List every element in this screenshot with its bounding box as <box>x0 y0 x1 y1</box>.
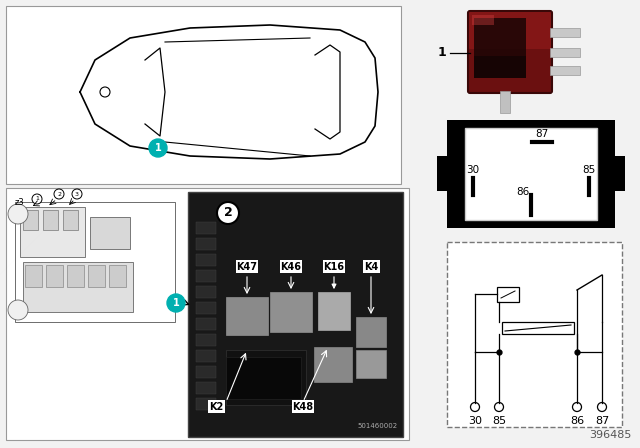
Circle shape <box>470 402 479 412</box>
Bar <box>550 66 580 75</box>
Bar <box>362 260 380 273</box>
Bar <box>43 210 58 230</box>
Bar <box>280 260 302 273</box>
Bar <box>550 48 580 57</box>
Bar <box>196 398 216 410</box>
Bar <box>196 382 216 394</box>
Bar <box>447 120 615 228</box>
Circle shape <box>8 300 28 320</box>
Text: K2: K2 <box>209 402 223 412</box>
Bar <box>63 210 78 230</box>
Text: 30: 30 <box>468 416 482 426</box>
Bar <box>196 366 216 378</box>
Text: 3: 3 <box>75 191 79 197</box>
Bar <box>226 350 306 405</box>
Bar <box>550 28 580 37</box>
Bar <box>356 350 386 378</box>
Bar <box>196 238 216 250</box>
Text: K46: K46 <box>280 262 301 272</box>
Bar <box>6 6 401 184</box>
Text: 2: 2 <box>57 191 61 197</box>
Circle shape <box>8 204 28 224</box>
Bar <box>25 265 42 287</box>
Bar <box>196 350 216 362</box>
Bar <box>314 347 352 382</box>
Bar <box>196 286 216 298</box>
Circle shape <box>598 402 607 412</box>
Circle shape <box>54 189 64 199</box>
Text: 30: 30 <box>467 165 479 175</box>
Circle shape <box>573 402 582 412</box>
Bar <box>15 202 175 322</box>
Bar <box>497 287 519 302</box>
FancyBboxPatch shape <box>468 11 552 93</box>
Bar <box>196 254 216 266</box>
Text: 87: 87 <box>536 129 548 139</box>
Bar <box>500 91 510 113</box>
Circle shape <box>167 294 185 312</box>
Text: 85: 85 <box>582 165 596 175</box>
Text: 501460002: 501460002 <box>358 423 398 429</box>
Bar <box>613 156 625 191</box>
Bar <box>109 265 126 287</box>
Bar <box>23 262 133 312</box>
Text: 396485: 396485 <box>589 430 632 440</box>
Circle shape <box>72 189 82 199</box>
Text: 1: 1 <box>438 47 446 60</box>
Bar <box>472 15 494 25</box>
Bar <box>6 188 409 440</box>
Bar <box>196 318 216 330</box>
Bar <box>46 265 63 287</box>
Circle shape <box>149 139 167 157</box>
Bar <box>67 265 84 287</box>
Text: 87: 87 <box>595 416 609 426</box>
Bar <box>188 192 403 437</box>
Bar <box>207 401 225 414</box>
Bar <box>196 270 216 282</box>
Text: K48: K48 <box>292 402 314 412</box>
Circle shape <box>217 202 239 224</box>
Text: 86: 86 <box>516 187 530 197</box>
Bar <box>502 322 574 334</box>
Bar <box>292 401 314 414</box>
Bar <box>23 210 38 230</box>
Text: 1: 1 <box>155 143 161 153</box>
FancyBboxPatch shape <box>469 12 551 49</box>
Bar <box>318 292 350 330</box>
Bar <box>226 357 301 399</box>
Bar <box>236 260 259 273</box>
Bar <box>88 265 105 287</box>
Circle shape <box>100 87 110 97</box>
Bar <box>226 297 268 335</box>
Text: K16: K16 <box>323 262 344 272</box>
Text: 86: 86 <box>570 416 584 426</box>
Circle shape <box>32 194 42 204</box>
Bar <box>20 207 85 257</box>
Bar <box>90 217 130 249</box>
Bar <box>474 18 526 56</box>
Text: z3: z3 <box>15 198 25 207</box>
Bar <box>447 242 622 427</box>
Text: K4: K4 <box>364 262 378 272</box>
Bar <box>270 292 312 332</box>
Bar <box>437 156 449 191</box>
Bar <box>196 334 216 346</box>
Text: 2: 2 <box>223 207 232 220</box>
Circle shape <box>495 402 504 412</box>
Text: 1: 1 <box>173 298 179 308</box>
Bar <box>196 302 216 314</box>
Text: 1: 1 <box>35 197 39 202</box>
Bar <box>474 56 526 78</box>
Text: 85: 85 <box>492 416 506 426</box>
Bar <box>356 317 386 347</box>
Text: K47: K47 <box>237 262 257 272</box>
Bar <box>465 128 597 220</box>
Bar <box>323 260 345 273</box>
Bar <box>196 222 216 234</box>
